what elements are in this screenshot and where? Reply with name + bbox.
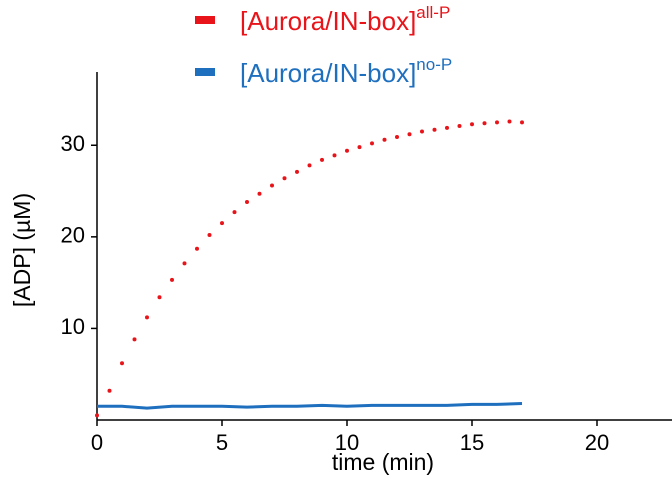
data-point [145, 315, 149, 320]
x-tick-label: 15 [460, 430, 484, 455]
data-point [345, 148, 349, 153]
data-point [395, 135, 399, 140]
data-point [320, 157, 324, 162]
data-point [132, 337, 137, 342]
data-point [182, 261, 187, 266]
data-point [470, 122, 474, 127]
data-point [207, 233, 212, 238]
data-point [370, 141, 374, 146]
legend-name: [Aurora/IN-box] [240, 6, 416, 36]
data-point [420, 129, 424, 134]
data-point [232, 210, 237, 215]
y-tick-label: 20 [61, 223, 85, 248]
data-point [295, 169, 299, 174]
data-point [357, 145, 362, 150]
data-point [170, 277, 174, 282]
y-tick-label: 10 [61, 314, 85, 339]
legend-name: [Aurora/IN-box] [240, 58, 416, 88]
data-point [245, 200, 249, 205]
y-tick-label: 30 [61, 131, 85, 156]
data-point [382, 137, 387, 142]
data-point [157, 295, 162, 300]
data-point [95, 413, 99, 418]
data-point [195, 246, 199, 251]
data-point [457, 124, 462, 129]
legend-label: [Aurora/IN-box]no-P [240, 55, 452, 88]
data-point [332, 153, 337, 158]
data-point [257, 191, 262, 196]
data-point [445, 125, 449, 130]
x-tick-label: 20 [585, 430, 609, 455]
data-point [282, 176, 287, 181]
data-point [507, 119, 512, 124]
legend-superscript: no-P [416, 55, 452, 74]
legend-swatch [195, 16, 215, 24]
data-point [120, 361, 124, 366]
data-point [520, 120, 524, 125]
data-point [270, 183, 274, 188]
x-tick-label: 0 [91, 430, 103, 455]
data-point [432, 127, 437, 132]
legend-label: [Aurora/IN-box]all-P [240, 3, 450, 36]
legend-swatch [195, 68, 215, 76]
data-point [307, 163, 312, 168]
data-point [495, 120, 499, 125]
x-axis-label: time (min) [332, 449, 434, 475]
data-point [407, 132, 412, 137]
data-point [220, 221, 224, 226]
legend-superscript: all-P [416, 3, 450, 22]
data-point [107, 388, 112, 393]
x-tick-label: 5 [216, 430, 228, 455]
data-line [97, 402, 523, 410]
y-axis-label: [ADP] (µM) [9, 193, 35, 307]
data-point [482, 121, 487, 126]
x-tick-label: 10 [335, 430, 359, 455]
